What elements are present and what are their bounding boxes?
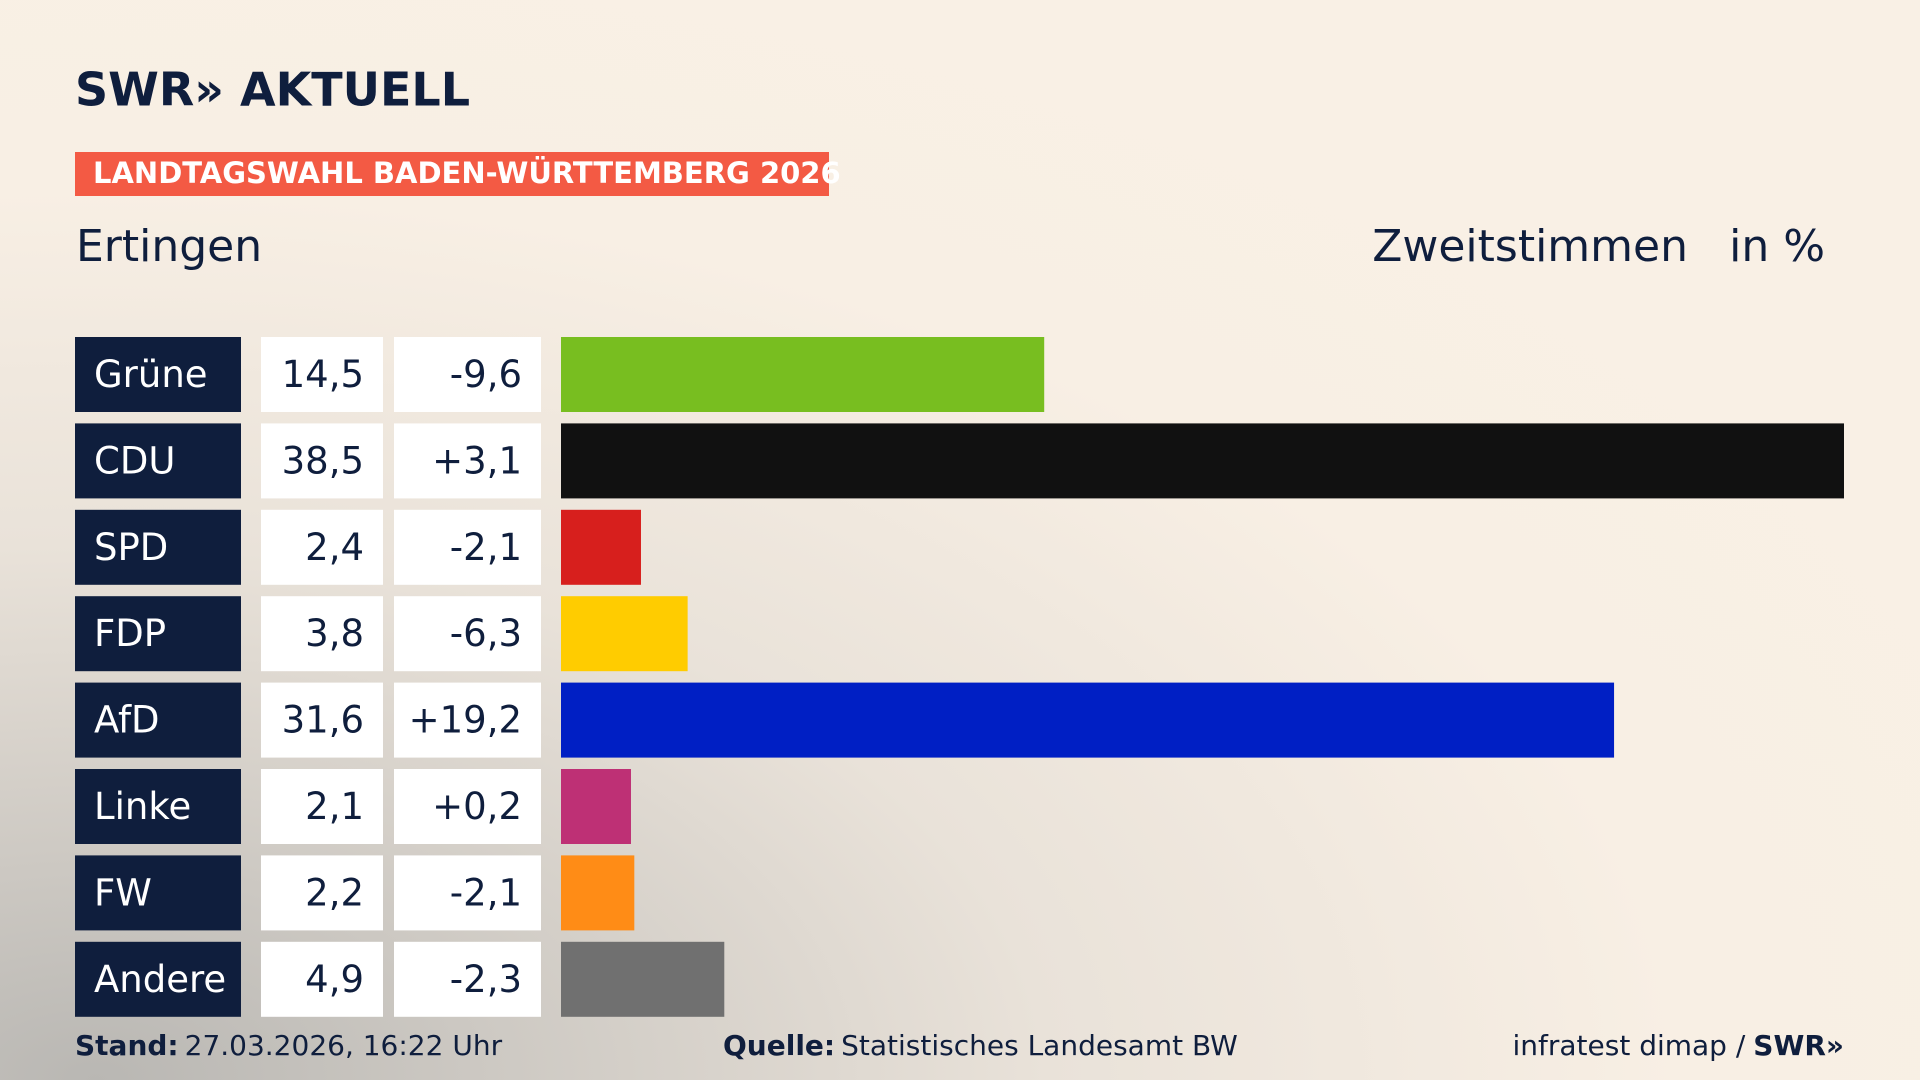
value-label: 31,6 — [282, 699, 364, 742]
bar — [561, 596, 688, 672]
subtitle: Zweitstimmen — [1372, 221, 1688, 272]
party-box — [75, 337, 241, 412]
change-label: -6,3 — [450, 612, 522, 655]
party-box — [75, 596, 241, 672]
change-label: +19,2 — [409, 699, 522, 742]
change-label: +3,1 — [432, 439, 522, 482]
party-box — [75, 509, 241, 585]
party-box — [75, 423, 241, 499]
change-box — [394, 682, 541, 758]
value-box — [261, 769, 383, 844]
bar — [561, 682, 1615, 758]
change-label: -2,1 — [450, 526, 522, 569]
party-label: Grüne — [94, 353, 208, 396]
chart-title: Ertingen — [76, 221, 262, 272]
change-box — [394, 423, 541, 499]
change-label: -2,3 — [450, 958, 522, 1001]
value-box — [261, 509, 383, 585]
party-box — [75, 855, 241, 931]
footer-source: Quelle: Statistisches Landesamt BW — [723, 1029, 1238, 1062]
unit: in % — [1729, 221, 1825, 272]
bar — [561, 941, 725, 1017]
party-box — [75, 682, 241, 758]
value-box — [261, 682, 383, 758]
source-label: Quelle: — [723, 1029, 835, 1062]
bar — [561, 337, 1045, 412]
footer-stand: Stand: 27.03.2026, 16:22 Uhr — [75, 1029, 503, 1062]
change-box — [394, 337, 541, 412]
bar — [561, 855, 635, 931]
party-label: SPD — [94, 526, 168, 569]
value-label: 38,5 — [282, 439, 364, 482]
logo: SWR» AKTUELL — [75, 63, 470, 117]
party-label: CDU — [94, 439, 175, 482]
party-box — [75, 769, 241, 844]
change-box — [394, 855, 541, 931]
footer-credit: infratest dimap / SWR» — [1512, 1029, 1844, 1062]
change-label: -9,6 — [450, 353, 522, 396]
change-label: -2,1 — [450, 871, 522, 914]
party-label: AfD — [94, 699, 160, 742]
bar — [561, 769, 631, 844]
value-box — [261, 855, 383, 931]
value-box — [261, 337, 383, 412]
bar — [561, 423, 1844, 499]
value-box — [261, 596, 383, 672]
party-label: Linke — [94, 785, 191, 828]
value-label: 3,8 — [305, 612, 364, 655]
bar — [561, 509, 641, 585]
value-label: 2,4 — [305, 526, 364, 569]
value-label: 2,1 — [305, 785, 364, 828]
party-label: FW — [94, 871, 152, 914]
value-label: 2,2 — [305, 871, 364, 914]
change-box — [394, 941, 541, 1017]
stand-label: Stand: — [75, 1029, 179, 1062]
banner: LANDTAGSWAHL BADEN-WÜRTTEMBERG 2026 — [93, 156, 841, 190]
stand: 27.03.2026, 16:22 Uhr — [185, 1029, 503, 1062]
credit-logo: SWR» — [1753, 1029, 1844, 1062]
party-label: Andere — [94, 958, 226, 1001]
value-label: 14,5 — [282, 353, 364, 396]
value-box — [261, 941, 383, 1017]
party-label: FDP — [94, 612, 166, 655]
change-box — [394, 596, 541, 672]
source: Statistisches Landesamt BW — [841, 1029, 1238, 1062]
change-label: +0,2 — [432, 785, 522, 828]
change-box — [394, 509, 541, 585]
party-box — [75, 941, 241, 1017]
change-box — [394, 769, 541, 844]
credit: infratest dimap / — [1512, 1029, 1745, 1062]
value-box — [261, 423, 383, 499]
banner-box — [75, 152, 829, 196]
value-label: 4,9 — [305, 958, 364, 1001]
